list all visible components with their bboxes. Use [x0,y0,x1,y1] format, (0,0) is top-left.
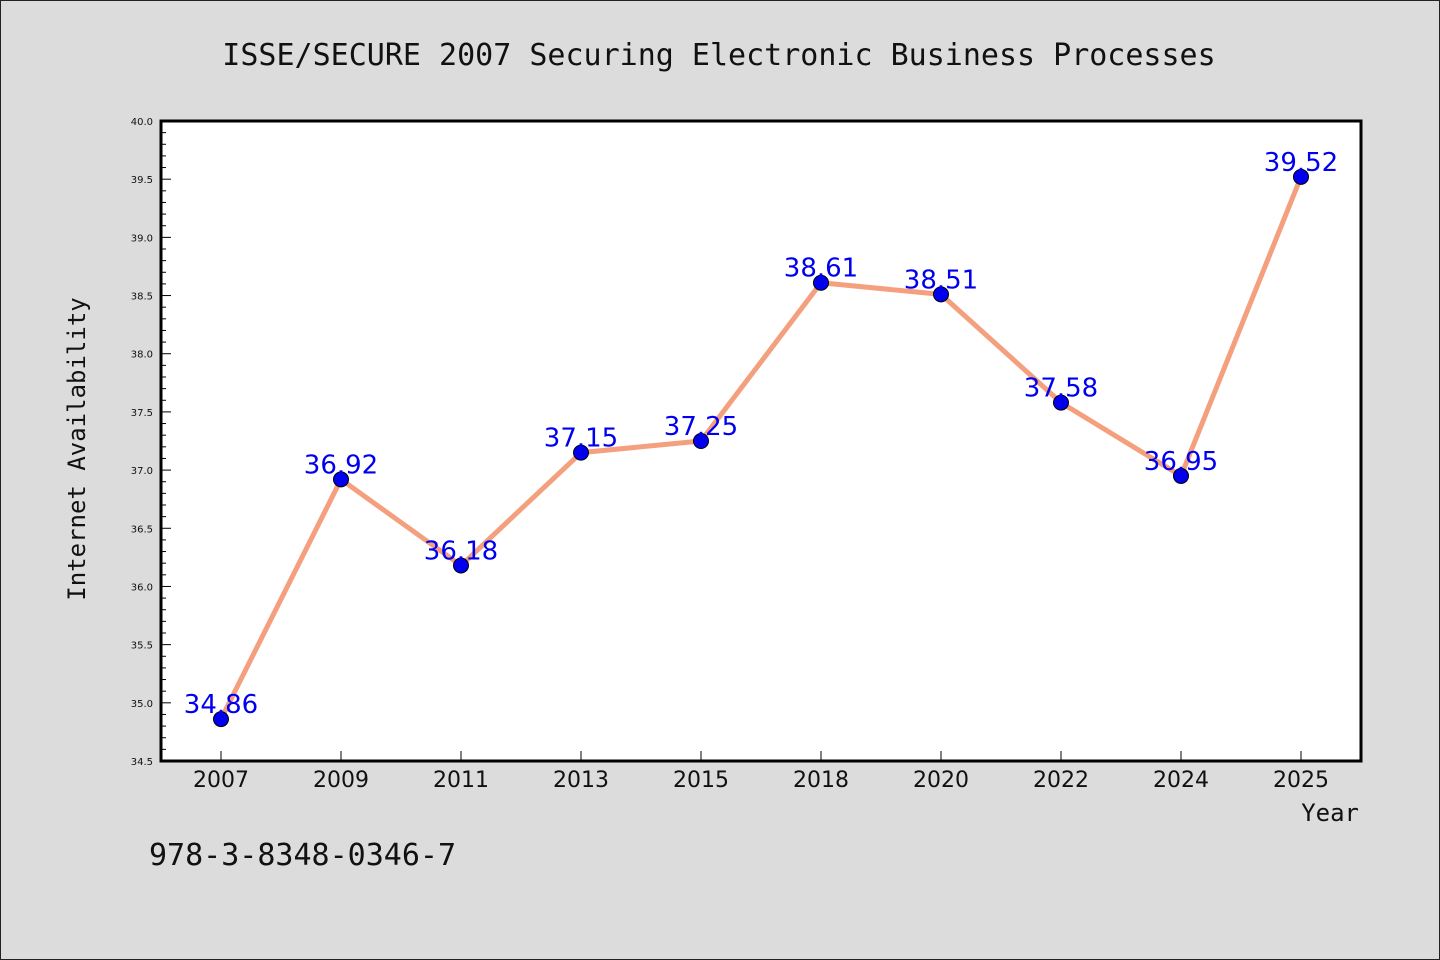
x-tick-label: 2020 [913,768,969,793]
data-point [1053,394,1069,411]
data-point [573,444,589,461]
y-tick-label: 36.5 [131,524,153,535]
data-point [813,274,829,291]
series-line-path [218,174,1304,722]
y-tick-label: 34.5 [131,757,153,768]
data-label: 37.58 [1024,374,1098,404]
data-point [693,433,709,449]
data-label: 34.86 [184,690,258,720]
data-point [1173,467,1189,484]
data-point [213,711,229,728]
x-tick-label: 2011 [433,768,489,793]
x-tick-label: 2009 [313,768,369,793]
isbn-text: 978-3-8348-0346-7 [149,838,456,873]
x-tick-label: 2025 [1273,768,1329,793]
data-label: 36.18 [424,537,498,567]
x-tick-label: 2013 [553,768,609,793]
y-tick-label: 36.0 [131,582,153,593]
y-tick-label: 37.5 [131,408,153,419]
y-axis-title: Internet Availability [63,297,91,600]
y-tick-label: 38.0 [131,350,153,361]
y-tick-label: 40.0 [131,117,153,128]
y-tick-label: 39.0 [131,233,153,244]
x-tick-label: 2022 [1033,768,1089,793]
data-markers [213,168,1309,728]
data-point [933,286,949,303]
plot-area [159,119,1363,763]
data-labels: 34.86 36.92 36.18 37.15 37.25 38.61 38.51 37.58… [184,148,1338,720]
series-line [218,174,1304,722]
x-tick-label: 2007 [193,768,249,793]
data-label: 36.92 [304,450,378,480]
x-axis: 2007 2009 2011 2013 2015 2018 2020 2022 2024 2025 [193,751,1329,793]
data-point [1293,168,1309,185]
x-axis-title: Year [1301,799,1359,827]
data-label: 37.15 [544,424,618,454]
x-tick-label: 2018 [793,768,849,793]
x-tick-label: 2024 [1153,768,1209,793]
data-label: 38.61 [784,254,858,284]
y-tick-label: 37.0 [131,466,153,477]
y-axis: 34.5 35.0 35.5 36.0 36.5 37.0 37.5 38.0 38.5 39.0… [131,117,171,768]
y-tick-label: 39.5 [131,175,153,186]
data-label: 37.25 [664,412,738,442]
data-label: 38.51 [904,265,978,295]
x-tick-label: 2015 [673,768,729,793]
data-point [333,471,349,488]
data-label: 39.52 [1264,148,1338,178]
chart-title: ISSE/SECURE 2007 Securing Electronic Bus… [222,38,1215,73]
y-tick-label: 35.0 [131,699,153,710]
data-point [453,557,469,574]
data-label: 36.95 [1144,447,1218,477]
y-tick-label: 35.5 [131,641,153,652]
y-tick-label: 38.5 [131,292,153,303]
